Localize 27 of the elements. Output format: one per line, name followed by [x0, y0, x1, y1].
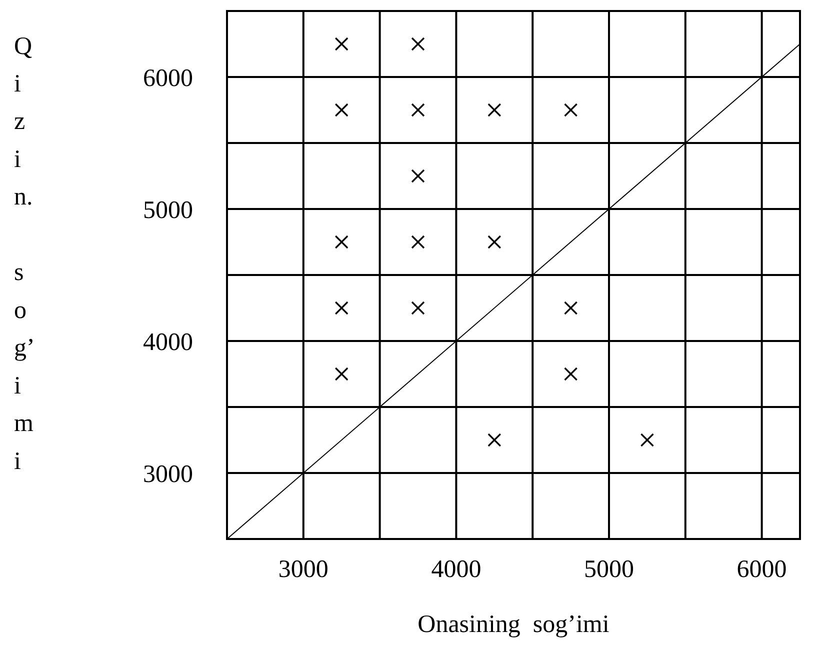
point [411, 103, 425, 117]
x-axis-title: Onasining sog’imi [418, 611, 610, 638]
y-tick-label: 5000 [143, 196, 193, 224]
x-tick-label: 4000 [431, 556, 482, 583]
point [640, 433, 654, 447]
point [564, 367, 578, 381]
y-tick-label: 4000 [143, 328, 193, 356]
x-tick-label: 5000 [584, 556, 634, 583]
point [334, 367, 348, 381]
point [411, 235, 425, 249]
point [411, 301, 425, 315]
text: Qizin. sog’imi [14, 32, 35, 475]
point [334, 103, 348, 117]
y-tick-label: 6000 [143, 64, 193, 92]
point [411, 37, 425, 51]
y-tick-label: 3000 [143, 460, 193, 488]
x-tick-label: 3000 [278, 556, 328, 583]
x-tick-label: 6000 [736, 556, 787, 583]
point [334, 37, 348, 51]
point [334, 301, 348, 315]
point [334, 235, 348, 249]
point [488, 103, 502, 117]
point [411, 169, 425, 183]
point [564, 103, 578, 117]
point [564, 301, 578, 315]
point [488, 235, 502, 249]
point [488, 433, 502, 447]
